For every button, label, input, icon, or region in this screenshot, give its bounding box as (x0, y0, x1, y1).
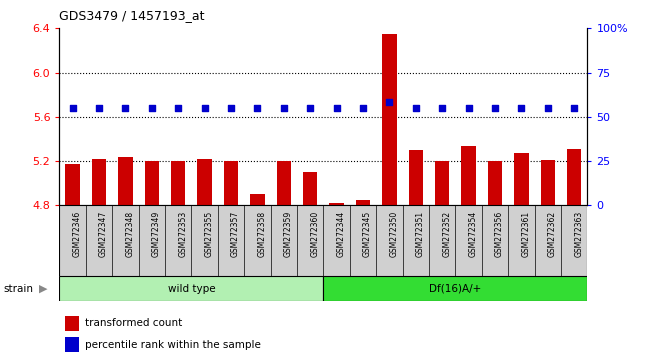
Point (252, 105, 263, 111)
Text: GSM272355: GSM272355 (205, 211, 214, 257)
Text: GSM272344: GSM272344 (337, 211, 346, 257)
Bar (461, 145, 476, 205)
Bar (541, 160, 555, 205)
Text: GSM272352: GSM272352 (442, 211, 451, 257)
Text: GSM272349: GSM272349 (152, 211, 161, 257)
Point (358, 105, 368, 111)
Bar (59, 276, 323, 301)
Bar (435, 161, 449, 205)
Point (173, 105, 183, 111)
Text: GSM272351: GSM272351 (416, 211, 425, 257)
Bar (329, 203, 344, 205)
Text: GSM272354: GSM272354 (469, 211, 478, 257)
Text: GDS3479 / 1457193_at: GDS3479 / 1457193_at (59, 9, 205, 22)
Bar (65, 337, 79, 352)
Text: ▶: ▶ (39, 284, 47, 293)
Text: GSM272359: GSM272359 (284, 211, 293, 257)
Bar (382, 34, 397, 205)
Bar (65, 164, 80, 205)
Point (279, 105, 289, 111)
Point (543, 105, 553, 111)
Text: GSM272348: GSM272348 (125, 211, 135, 257)
Bar (323, 276, 587, 301)
Text: GSM272350: GSM272350 (389, 211, 399, 257)
Text: wild type: wild type (168, 284, 215, 293)
Point (463, 105, 474, 111)
Point (226, 105, 236, 111)
Bar (197, 159, 212, 205)
Point (94, 105, 104, 111)
Point (569, 105, 579, 111)
Text: GSM272356: GSM272356 (495, 211, 504, 257)
Bar (59, 205, 587, 276)
Point (305, 105, 315, 111)
Point (437, 105, 447, 111)
Text: Df(16)A/+: Df(16)A/+ (429, 284, 482, 293)
Text: strain: strain (3, 284, 33, 293)
Point (411, 105, 421, 111)
Text: GSM272345: GSM272345 (363, 211, 372, 257)
Bar (514, 153, 529, 205)
Bar (250, 194, 265, 205)
Bar (409, 150, 423, 205)
Point (516, 105, 527, 111)
Text: GSM272357: GSM272357 (231, 211, 240, 257)
Bar (488, 161, 502, 205)
Point (384, 99, 395, 105)
Bar (171, 161, 185, 205)
Point (147, 105, 157, 111)
Text: GSM272360: GSM272360 (310, 211, 319, 257)
Text: percentile rank within the sample: percentile rank within the sample (84, 339, 261, 350)
Bar (303, 172, 317, 205)
Text: transformed count: transformed count (84, 318, 182, 329)
Bar (118, 156, 133, 205)
Text: GSM272358: GSM272358 (257, 211, 267, 257)
Point (120, 105, 131, 111)
Point (490, 105, 500, 111)
Text: GSM272347: GSM272347 (99, 211, 108, 257)
Bar (224, 161, 238, 205)
Bar (92, 159, 106, 205)
Text: GSM272361: GSM272361 (521, 211, 531, 257)
Text: GSM272346: GSM272346 (73, 211, 82, 257)
Bar (567, 149, 581, 205)
Point (199, 105, 210, 111)
Point (67, 105, 78, 111)
Bar (277, 161, 291, 205)
Text: GSM272362: GSM272362 (548, 211, 557, 257)
Bar (356, 200, 370, 205)
Text: GSM272353: GSM272353 (178, 211, 187, 257)
Point (331, 105, 342, 111)
Text: GSM272363: GSM272363 (574, 211, 583, 257)
Bar (145, 161, 159, 205)
Bar (65, 316, 79, 331)
